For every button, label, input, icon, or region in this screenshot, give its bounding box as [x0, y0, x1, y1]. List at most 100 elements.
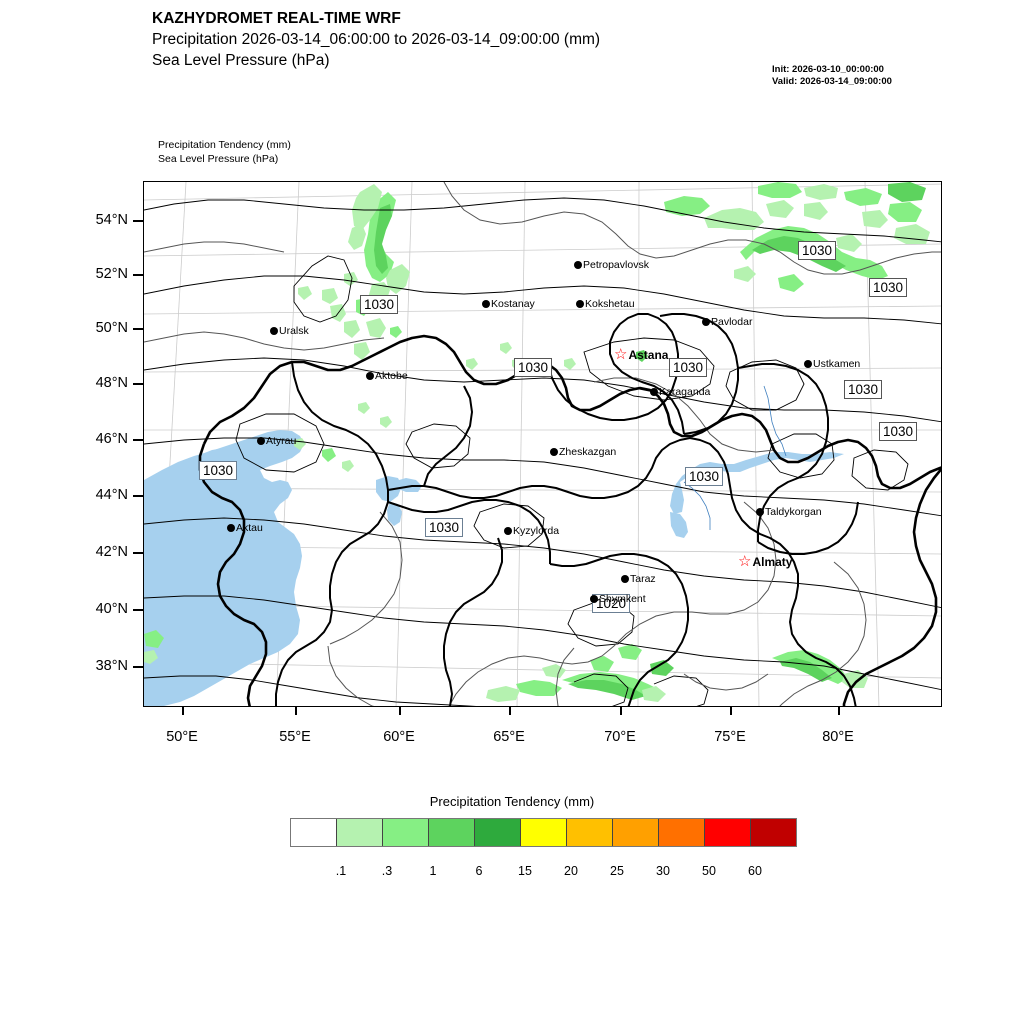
x-tick-label: 80°E: [822, 729, 854, 745]
x-tick-mark: [838, 707, 840, 715]
y-tick-label: 52°N: [95, 266, 128, 282]
y-tick-mark: [133, 274, 143, 276]
isobar-label: 1030: [425, 518, 464, 537]
city-marker: Aktobe: [366, 371, 408, 381]
field-legend-precip: Precipitation Tendency (mm): [158, 139, 291, 151]
city-label: Aktobe: [375, 370, 408, 383]
x-tick-label: 70°E: [604, 729, 636, 745]
colorbar-swatch-8: [659, 819, 705, 846]
city-marker: Pavlodar: [702, 317, 752, 327]
city-dot: [650, 388, 658, 397]
city-label: Taraz: [630, 573, 656, 586]
city-marker: Kostanay: [482, 299, 535, 309]
colorbar-swatch-7: [613, 819, 659, 846]
city-label: Uralsk: [279, 325, 309, 338]
rivers: [683, 385, 787, 530]
city-dot: [550, 448, 558, 457]
kazakhstan-border: [198, 334, 941, 706]
colorbar-swatch-0: [291, 819, 337, 846]
x-tick-mark: [730, 707, 732, 715]
colorbar-tick-label: 1: [429, 864, 437, 878]
city-label: Taldykorgan: [765, 506, 822, 519]
colorbar-tick-label: 15: [518, 864, 532, 878]
city-marker: Kokshetau: [576, 299, 635, 309]
city-dot: [621, 575, 629, 584]
city-label: Zheskazgan: [559, 446, 617, 459]
city-marker: Kyzylorda: [504, 526, 559, 536]
isobar-label: 1030: [798, 241, 837, 260]
city-dot: [590, 595, 598, 604]
isobar-label: 1030: [879, 422, 918, 441]
city-dot: [804, 360, 812, 369]
init-time: Init: 2026-03-10_00:00:00: [772, 64, 884, 75]
y-tick-label: 38°N: [95, 658, 128, 674]
city-marker: Taldykorgan: [756, 507, 822, 517]
colorbar-tick-label: 50: [702, 864, 716, 878]
city-dot: [576, 300, 584, 309]
colorbar-tick-label: 30: [656, 864, 670, 878]
colorbar-swatch-5: [521, 819, 567, 846]
city-label: Shymkent: [599, 593, 646, 606]
isobar-label: 1030: [869, 278, 908, 297]
lake-balkhash-west: [670, 512, 688, 538]
city-label: Astana: [628, 348, 669, 363]
city-dot: [756, 508, 764, 517]
city-marker: Uralsk: [270, 326, 309, 336]
subtitle-precipitation: Precipitation 2026-03-14_06:00:00 to 202…: [152, 31, 601, 48]
city-label: Almaty: [752, 555, 793, 570]
field-legend-slp: Sea Level Pressure (hPa): [158, 153, 279, 165]
colorbar-title: Precipitation Tendency (mm): [429, 794, 595, 809]
x-tick-mark: [509, 707, 511, 715]
isobar-label: 1030: [199, 461, 238, 480]
star-icon: ☆: [614, 346, 628, 364]
aral-south: [387, 502, 402, 526]
x-tick-label: 55°E: [279, 729, 311, 745]
x-tick-label: 65°E: [493, 729, 525, 745]
city-marker: Aktau: [227, 523, 263, 533]
city-marker: Shymkent: [590, 594, 646, 604]
y-tick-mark: [133, 220, 143, 222]
city-dot: [574, 261, 582, 270]
colorbar-tick-label: 20: [564, 864, 578, 878]
city-label: Kokshetau: [585, 298, 635, 311]
x-tick-mark: [620, 707, 622, 715]
city-label: Karaganda: [659, 386, 711, 399]
colorbar-tick-label: 25: [610, 864, 624, 878]
colorbar[interactable]: [290, 818, 797, 847]
city-label: Aktau: [236, 522, 263, 535]
colorbar-swatch-3: [429, 819, 475, 846]
y-tick-label: 40°N: [95, 601, 128, 617]
y-tick-label: 46°N: [95, 431, 128, 447]
neighbor-borders: [144, 182, 941, 706]
colorbar-tick-label: .1: [335, 864, 347, 878]
y-tick-label: 48°N: [95, 375, 128, 391]
isobar-contours: [144, 197, 941, 706]
precipitation-field: [144, 182, 930, 702]
colorbar-swatch-2: [383, 819, 429, 846]
y-tick-mark: [133, 495, 143, 497]
x-tick-label: 50°E: [166, 729, 198, 745]
city-label: Kostanay: [491, 298, 535, 311]
isobar-label: 1030: [360, 295, 399, 314]
isobar-label: 1030: [669, 358, 708, 377]
field-legend: Precipitation Tendency (mm) Sea Level Pr…: [158, 138, 291, 166]
x-tick-mark: [399, 707, 401, 715]
city-dot: [227, 524, 235, 533]
run-info: Init: 2026-03-10_00:00:00 Valid: 2026-03…: [772, 64, 892, 88]
oblast-borders: [275, 313, 859, 706]
title-block: KAZHYDROMET REAL-TIME WRF Precipitation …: [152, 8, 600, 71]
x-tick-mark: [182, 707, 184, 715]
isobar-label: 1030: [685, 467, 724, 486]
isobar-label: 1020: [592, 594, 631, 613]
y-tick-mark: [133, 609, 143, 611]
y-tick-mark: [133, 666, 143, 668]
city-marker: Petropavlovsk: [574, 260, 649, 270]
colorbar-tick-label: .3: [381, 864, 393, 878]
y-tick-label: 54°N: [95, 212, 128, 228]
city-dot: [366, 372, 374, 381]
city-label: Atyrau: [266, 435, 297, 448]
star-icon: ☆: [738, 553, 752, 571]
x-tick-label: 60°E: [383, 729, 415, 745]
city-marker: Taraz: [621, 574, 656, 584]
weather-map[interactable]: 1030 1030 1030 1030 1030 1030 1030 1030 …: [143, 181, 942, 707]
